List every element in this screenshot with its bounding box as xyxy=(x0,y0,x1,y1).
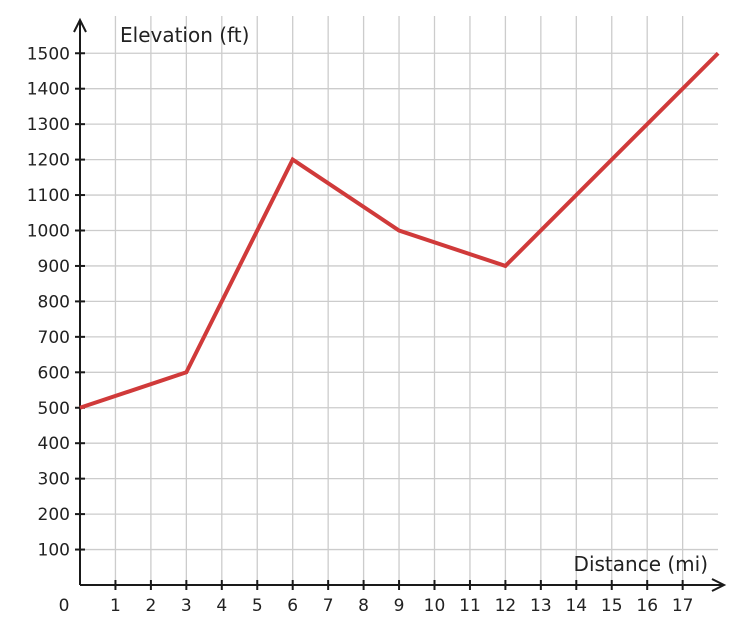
y-tick-label: 100 xyxy=(38,541,70,561)
x-tick-label: 10 xyxy=(424,596,446,616)
tick-labels: 1 2 3 4 5 6 7 8 9 10 11 12 13 14 15 16 17100200300400500… xyxy=(27,44,694,616)
x-tick-label: 8 xyxy=(358,596,369,616)
x-tick-label: 15 xyxy=(601,596,623,616)
origin-label: 0 xyxy=(59,596,70,616)
x-tick-label: 5 xyxy=(252,596,263,616)
x-tick-label: 1 xyxy=(110,596,121,616)
y-tick-label: 300 xyxy=(38,470,70,490)
x-tick-label: 12 xyxy=(495,596,517,616)
x-tick-label: 2 xyxy=(145,596,156,616)
y-tick-label: 1100 xyxy=(27,186,70,206)
grid-lines xyxy=(80,16,718,585)
x-tick-label: 9 xyxy=(394,596,405,616)
y-axis-arrow xyxy=(73,17,87,33)
y-tick-label: 400 xyxy=(38,434,70,454)
y-tick-label: 900 xyxy=(38,257,70,277)
y-tick-label: 1400 xyxy=(27,80,70,100)
x-tick-label: 11 xyxy=(459,596,481,616)
x-tick-label: 4 xyxy=(216,596,227,616)
y-tick-label: 700 xyxy=(38,328,70,348)
x-tick-label: 7 xyxy=(323,596,334,616)
axes xyxy=(73,17,727,592)
y-tick-label: 1300 xyxy=(27,115,70,135)
y-tick-label: 800 xyxy=(38,292,70,312)
y-tick-label: 600 xyxy=(38,363,70,383)
x-axis-arrow xyxy=(711,578,727,592)
x-tick-label: 14 xyxy=(565,596,587,616)
x-tick-label: 6 xyxy=(287,596,298,616)
y-tick-label: 1200 xyxy=(27,151,70,171)
series-layer xyxy=(79,51,720,410)
x-tick-label: 13 xyxy=(530,596,552,616)
x-tick-label: 16 xyxy=(636,596,658,616)
series-line xyxy=(79,51,720,410)
y-axis-title: Elevation (ft) xyxy=(120,23,249,47)
y-tick-label: 200 xyxy=(38,505,70,525)
x-axis-title: Distance (mi) xyxy=(574,552,708,576)
y-tick-label: 1500 xyxy=(27,44,70,64)
x-tick-label: 3 xyxy=(181,596,192,616)
y-tick-label: 1000 xyxy=(27,222,70,242)
y-tick-label: 500 xyxy=(38,399,70,419)
x-tick-label: 17 xyxy=(672,596,694,616)
